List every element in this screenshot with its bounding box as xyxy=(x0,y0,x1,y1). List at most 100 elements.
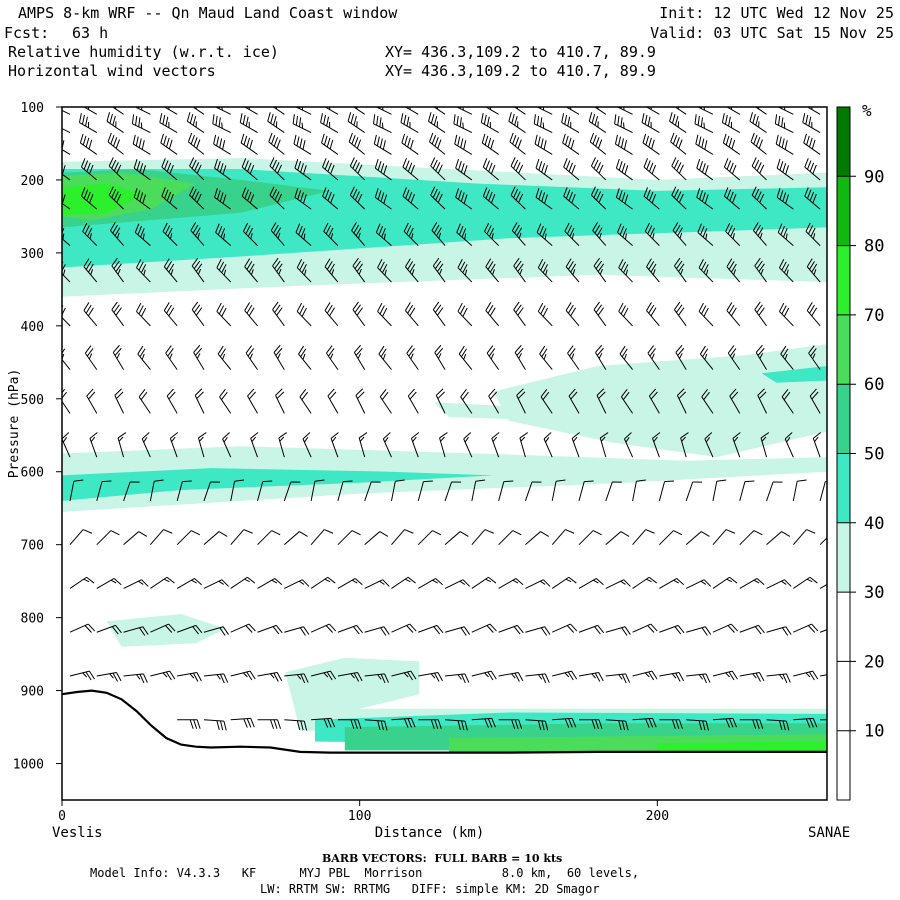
wind-barb xyxy=(62,345,71,370)
wind-barb xyxy=(616,107,633,115)
wind-barb xyxy=(244,302,258,327)
y-tick-label: 700 xyxy=(21,539,44,554)
wind-barb xyxy=(294,188,312,210)
wind-barb xyxy=(273,344,285,370)
wind-barb xyxy=(552,623,578,633)
wind-barb xyxy=(62,388,71,414)
wind-barb xyxy=(406,345,419,370)
wind-barb xyxy=(373,134,392,155)
wind-barb xyxy=(230,623,256,633)
wind-barb xyxy=(78,113,98,133)
wind-barb xyxy=(337,719,362,729)
wind-barb xyxy=(484,222,499,246)
wind-barb xyxy=(402,158,419,181)
wind-barb xyxy=(247,388,258,414)
wind-barb xyxy=(230,670,256,681)
wind-barb xyxy=(618,259,633,283)
wind-barb xyxy=(216,302,232,327)
wind-barb xyxy=(806,107,821,115)
wind-barb xyxy=(536,223,553,246)
wind-barb xyxy=(375,107,392,115)
wind-barb xyxy=(295,223,312,246)
wind-barb xyxy=(757,388,767,414)
wind-barb xyxy=(514,344,526,370)
wind-barb xyxy=(250,432,259,458)
wind-barb xyxy=(804,187,821,210)
wind-barb xyxy=(513,107,526,115)
wind-barb xyxy=(324,107,339,115)
wind-barb xyxy=(203,531,228,546)
wind-barb xyxy=(777,223,794,246)
wind-barb xyxy=(272,107,285,115)
colorbar-tick-label: 90 xyxy=(864,167,884,187)
plot-frame xyxy=(61,106,828,801)
wind-barb xyxy=(162,222,178,246)
wind-barb xyxy=(455,188,473,210)
wind-barb xyxy=(510,157,526,181)
wind-barb xyxy=(614,114,633,133)
wind-barb xyxy=(230,717,255,728)
wind-barb xyxy=(364,579,390,589)
wind-barb xyxy=(778,259,794,283)
wind-barb xyxy=(481,133,499,155)
wind-barb xyxy=(643,158,660,181)
wind-barb xyxy=(123,579,149,589)
wind-barb xyxy=(686,626,712,636)
wind-barb xyxy=(739,578,765,589)
wind-barb xyxy=(455,158,473,181)
wind-barb xyxy=(429,132,446,155)
wind-barb xyxy=(302,432,312,458)
wind-barb xyxy=(540,388,553,414)
wind-barb xyxy=(240,133,258,155)
rh-region-5 xyxy=(493,344,827,458)
wind-barb xyxy=(257,719,282,729)
wind-barb xyxy=(646,302,660,327)
wind-barb xyxy=(697,223,714,246)
wind-barb xyxy=(327,388,339,414)
wind-barb xyxy=(552,670,578,681)
wind-barb xyxy=(374,158,392,181)
wind-barb xyxy=(310,623,337,633)
wind-barb xyxy=(498,719,523,729)
y-tick-label: 800 xyxy=(21,612,44,627)
wind-barb xyxy=(775,134,794,155)
colorbar-tick-label: 20 xyxy=(864,652,884,672)
wind-barb xyxy=(324,302,339,327)
wind-barb xyxy=(296,302,312,327)
wind-barb xyxy=(165,345,178,370)
rh-region-8 xyxy=(62,446,827,512)
wind-barb xyxy=(444,626,471,636)
wind-barb xyxy=(269,186,285,210)
wind-barb xyxy=(112,344,125,370)
wind-barb xyxy=(685,481,703,502)
wind-barb xyxy=(272,257,285,283)
wind-barb xyxy=(641,113,660,133)
wind-barb xyxy=(445,673,470,684)
wind-barb xyxy=(186,112,205,133)
wind-barb xyxy=(685,531,710,546)
wind-barb xyxy=(646,258,660,283)
x-end-label: SANAE xyxy=(808,825,850,841)
wind-barb xyxy=(766,626,792,636)
y-tick-label: 900 xyxy=(21,685,44,700)
wind-barb xyxy=(107,132,124,155)
wind-barb xyxy=(777,107,794,115)
wind-barb xyxy=(793,670,819,681)
wind-barb xyxy=(320,113,339,133)
wind-barb xyxy=(402,187,419,210)
wind-barb xyxy=(69,623,96,633)
wind-barb xyxy=(219,388,232,414)
wind-barb xyxy=(781,388,794,414)
wind-barb xyxy=(751,157,767,181)
wind-barb xyxy=(355,388,366,414)
wind-barb xyxy=(377,302,392,327)
wind-barb xyxy=(349,157,366,181)
wind-barb xyxy=(551,479,566,502)
wind-barb xyxy=(803,133,821,155)
wind-barb xyxy=(111,257,124,283)
wind-barb xyxy=(578,480,594,502)
wind-barb xyxy=(605,579,631,589)
wind-barb xyxy=(739,719,764,729)
wind-barb xyxy=(458,345,473,370)
wind-barb xyxy=(418,719,442,729)
